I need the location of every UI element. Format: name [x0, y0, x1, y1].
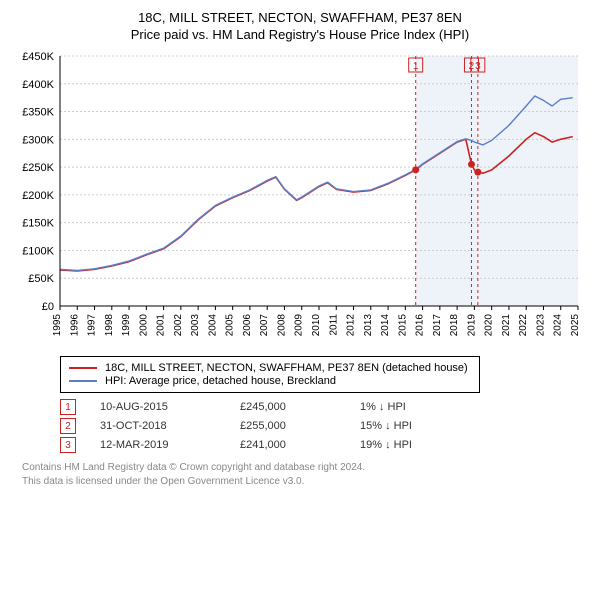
sale-row: 2 31-OCT-2018£255,00015% ↓ HPI — [60, 418, 590, 434]
svg-text:£250K: £250K — [22, 162, 54, 174]
svg-text:2005: 2005 — [225, 314, 236, 337]
svg-text:1997: 1997 — [87, 314, 98, 337]
svg-text:2018: 2018 — [449, 314, 460, 337]
sale-price: £255,000 — [240, 420, 360, 432]
chart-svg: £0 £50K £100K £150K £200K £250K £300K £350K £400… — [10, 50, 590, 350]
svg-text:2011: 2011 — [328, 314, 339, 336]
sale-delta: 15% ↓ HPI — [360, 420, 480, 432]
sale-delta: 1% ↓ HPI — [360, 401, 480, 413]
legend-item: HPI: Average price, detached house, Brec… — [69, 375, 471, 387]
sale-marker: 3 — [60, 437, 76, 453]
svg-text:2016: 2016 — [415, 314, 426, 337]
sale-row: 1 10-AUG-2015£245,0001% ↓ HPI — [60, 399, 590, 415]
svg-text:2000: 2000 — [138, 314, 149, 337]
footnote-line1: Contains HM Land Registry data © Crown c… — [22, 461, 590, 475]
legend-item: 18C, MILL STREET, NECTON, SWAFFHAM, PE37… — [69, 362, 471, 374]
svg-text:£350K: £350K — [22, 107, 54, 119]
legend-swatch — [69, 380, 97, 382]
svg-text:2003: 2003 — [190, 314, 201, 337]
sale-price: £241,000 — [240, 439, 360, 451]
svg-text:2012: 2012 — [346, 314, 357, 337]
svg-text:1999: 1999 — [121, 314, 132, 337]
sale-delta: 19% ↓ HPI — [360, 439, 480, 451]
legend-label: HPI: Average price, detached house, Brec… — [105, 375, 336, 387]
footnote: Contains HM Land Registry data © Crown c… — [22, 461, 590, 488]
svg-text:2024: 2024 — [553, 314, 564, 337]
svg-text:2022: 2022 — [518, 314, 529, 337]
svg-text:1996: 1996 — [69, 314, 80, 337]
svg-text:2014: 2014 — [380, 314, 391, 337]
svg-text:£0: £0 — [42, 301, 54, 313]
footnote-line2: This data is licensed under the Open Gov… — [22, 475, 590, 489]
svg-text:1998: 1998 — [104, 314, 115, 337]
sale-date: 31-OCT-2018 — [100, 420, 240, 432]
sale-marker: 2 — [60, 418, 76, 434]
svg-text:£400K: £400K — [22, 79, 54, 91]
svg-text:2006: 2006 — [242, 314, 253, 337]
svg-text:£200K: £200K — [22, 190, 54, 202]
sale-date: 12-MAR-2019 — [100, 439, 240, 451]
svg-text:£50K: £50K — [28, 273, 54, 285]
svg-text:2008: 2008 — [276, 314, 287, 337]
chart-title-line1: 18C, MILL STREET, NECTON, SWAFFHAM, PE37… — [10, 10, 590, 25]
svg-text:2020: 2020 — [484, 314, 495, 337]
svg-text:2023: 2023 — [535, 314, 546, 337]
svg-text:£450K: £450K — [22, 51, 54, 63]
sales-table: 1 10-AUG-2015£245,0001% ↓ HPI 2 31-OCT-2018… — [60, 399, 590, 453]
svg-text:1995: 1995 — [52, 314, 63, 337]
svg-text:2007: 2007 — [259, 314, 270, 337]
svg-text:2002: 2002 — [173, 314, 184, 337]
sale-row: 3 12-MAR-2019£241,00019% ↓ HPI — [60, 437, 590, 453]
svg-text:1: 1 — [413, 61, 419, 72]
svg-text:2010: 2010 — [311, 314, 322, 337]
sale-price: £245,000 — [240, 401, 360, 413]
chart-title-line2: Price paid vs. HM Land Registry's House … — [10, 27, 590, 42]
svg-text:2015: 2015 — [397, 314, 408, 337]
legend-label: 18C, MILL STREET, NECTON, SWAFFHAM, PE37… — [105, 362, 468, 374]
chart-container: 18C, MILL STREET, NECTON, SWAFFHAM, PE37… — [0, 0, 600, 498]
svg-text:£300K: £300K — [22, 134, 54, 146]
svg-text:2004: 2004 — [207, 314, 218, 337]
svg-text:2: 2 — [469, 61, 475, 72]
sale-marker: 1 — [60, 399, 76, 415]
svg-text:3: 3 — [475, 61, 481, 72]
chart-plot: £0 £50K £100K £150K £200K £250K £300K £350K £400… — [10, 50, 590, 350]
svg-text:2013: 2013 — [363, 314, 374, 337]
svg-text:2019: 2019 — [466, 314, 477, 337]
legend: 18C, MILL STREET, NECTON, SWAFFHAM, PE37… — [60, 356, 480, 393]
svg-text:2009: 2009 — [294, 314, 305, 337]
svg-text:2021: 2021 — [501, 314, 512, 337]
svg-text:2017: 2017 — [432, 314, 443, 337]
svg-text:2001: 2001 — [156, 314, 167, 337]
svg-text:£100K: £100K — [22, 245, 54, 257]
svg-text:£150K: £150K — [22, 218, 54, 230]
sale-date: 10-AUG-2015 — [100, 401, 240, 413]
svg-text:2025: 2025 — [570, 314, 581, 337]
legend-swatch — [69, 367, 97, 369]
